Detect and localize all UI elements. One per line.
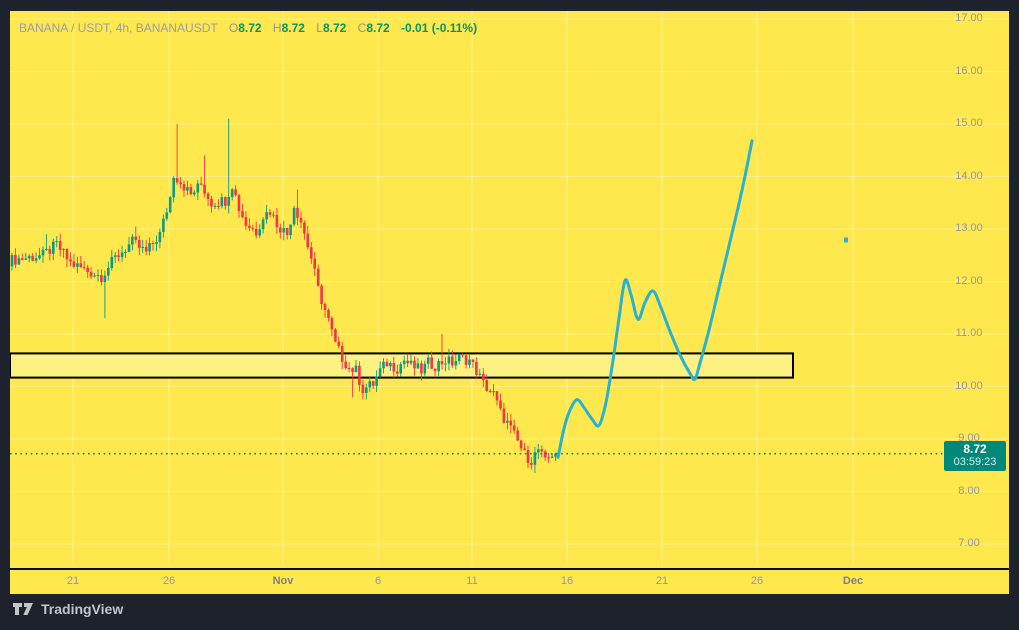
low-value: 8.72 [322, 21, 347, 35]
grid-layer [10, 11, 1009, 566]
current-price-badge: 8.72 03:59:23 [944, 440, 1006, 471]
price-tick-label: 14.00 [955, 169, 983, 182]
price-tick-label: 12.00 [955, 274, 983, 287]
time-tick-label: 21 [655, 575, 669, 587]
change-value: -0.01 (-0.11%) [401, 21, 478, 35]
time-tick-label: 21 [66, 575, 80, 587]
symbol-title: BANANA / USDT, 4h, BANANAUSDT [19, 21, 218, 35]
brand-name: TradingView [41, 601, 124, 617]
candles-down-layer [14, 124, 550, 470]
time-tick-label: Dec [842, 575, 864, 587]
time-tick-label: 16 [560, 575, 574, 587]
time-tick-label: 11 [466, 575, 478, 587]
price-tick-label: 8.00 [958, 484, 980, 497]
close-value: 8.72 [366, 21, 390, 35]
time-tick-label: 26 [162, 575, 176, 587]
price-tick-label: 13.00 [955, 222, 983, 234]
chart-canvas[interactable] [10, 11, 1009, 568]
candle-countdown: 03:59:23 [953, 456, 997, 469]
time-tick-label: 6 [374, 575, 382, 587]
current-price: 8.72 [963, 441, 987, 456]
candles-up-layer [10, 118, 557, 474]
low-label: L [316, 21, 323, 35]
open-label: O [228, 21, 239, 35]
symbol-legend[interactable]: BANANA / USDT, 4h, BANANAUSDT O8.72 H8.7… [19, 21, 477, 35]
price-tick-label: 17.00 [955, 12, 983, 24]
time-axis[interactable]: 21 26 Nov 6 11 16 21 26 Dec [10, 568, 1009, 594]
high-label: H [272, 21, 282, 35]
price-tick-label: 10.00 [955, 379, 983, 392]
price-tick-label: 7.00 [958, 537, 980, 549]
drawing-anchor-dot[interactable] [844, 237, 848, 243]
time-tick-label: Nov [272, 575, 294, 587]
high-value: 8.72 [281, 21, 305, 35]
projection-curve-drawing[interactable] [556, 139, 754, 459]
price-tick-label: 15.00 [955, 117, 983, 129]
tradingview-logo-icon [13, 603, 33, 615]
open-value: 8.72 [238, 21, 262, 35]
price-tick-label: 11.00 [955, 327, 983, 339]
time-tick-label: 26 [750, 575, 764, 587]
tradingview-logo-link[interactable]: TradingView [12, 601, 123, 617]
price-tick-label: 16.00 [955, 64, 983, 77]
close-label: C [357, 21, 367, 35]
chart-panel: BANANA / USDT, 4h, BANANAUSDT O8.72 H8.7… [10, 11, 1009, 594]
